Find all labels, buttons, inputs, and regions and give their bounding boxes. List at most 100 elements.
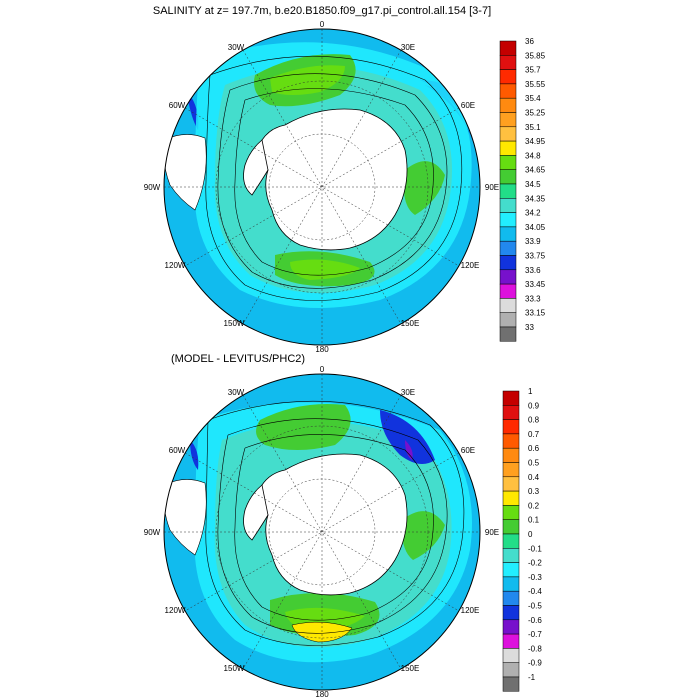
map2-lon-120w: 120W — [165, 606, 186, 615]
map1-colorbar-swatch-5 — [499, 112, 517, 128]
map1-colorbar-label-2: 35.7 — [525, 66, 541, 75]
map2-colorbar-swatch-16 — [502, 619, 520, 635]
map2-negative-patch — [380, 410, 435, 464]
map2-colorbar-label-1: 0.9 — [528, 401, 540, 410]
map2-colorbar-swatch-13 — [502, 576, 520, 592]
map2-colorbar-label-3: 0.7 — [528, 430, 540, 439]
map1-colorbar-label-4: 35.4 — [525, 94, 541, 103]
map1-lon-120w: 120W — [165, 261, 186, 270]
map1-colorbar-swatch-13 — [499, 226, 517, 242]
map1-colorbar-label-7: 34.95 — [525, 137, 546, 146]
map2-colorbar-label-0: 1 — [528, 387, 533, 396]
map2-colorbar-label-9: 0.1 — [528, 516, 540, 525]
map2-colorbar-label-16: -0.6 — [528, 616, 542, 625]
map1-polar-plot — [163, 28, 481, 346]
map1-colorbar-label-15: 33.75 — [525, 252, 546, 261]
map2-colorbar-label-15: -0.5 — [528, 602, 542, 611]
map2-lon-30e: 30E — [401, 388, 415, 397]
map2-lon-60e: 60E — [461, 446, 475, 455]
map2-colorbar-swatch-5 — [502, 462, 520, 478]
map2-colorbar-label-2: 0.8 — [528, 416, 540, 425]
map1-colorbar-label-12: 34.2 — [525, 209, 541, 218]
map1-colorbar-label-10: 34.5 — [525, 180, 541, 189]
map2-polar-plot — [163, 373, 481, 691]
map2-south-america — [164, 479, 207, 556]
map1-title: SALINITY at z= 197.7m, b.e20.B1850.f09_g… — [153, 5, 491, 17]
map1-lon-120e: 120E — [461, 261, 480, 270]
map2-colorbar: 1 0.9 0.8 0.7 0.6 0.5 0.4 0.3 0.2 0.1 0 -0.1 -0.2 -0.… — [502, 387, 542, 692]
map1-colorbar-label-8: 34.8 — [525, 151, 541, 160]
map1-south-america — [164, 134, 207, 211]
map2-colorbar-swatch-8 — [502, 505, 520, 520]
map1-lon-180: 180 — [315, 345, 329, 354]
map2-colorbar-label-20: -1 — [528, 673, 536, 682]
map1-colorbar-swatch-14 — [499, 240, 517, 256]
map2-colorbar-swatch-2 — [502, 419, 520, 435]
map1-colorbar-label-0: 36 — [525, 37, 534, 46]
map1-lon-0: 0 — [320, 20, 325, 29]
map1-lon-150w: 150W — [224, 319, 245, 328]
map2-lon-60w: 60W — [169, 446, 186, 455]
map2-lon-180: 180 — [315, 690, 329, 699]
map2-colorbar-swatch-6 — [502, 476, 520, 492]
map1-colorbar-label-11: 34.35 — [525, 194, 546, 203]
map2-colorbar-label-10: 0 — [528, 530, 533, 539]
map2-colorbar-label-14: -0.4 — [528, 587, 542, 596]
map1-colorbar-swatch-9 — [499, 169, 517, 185]
map2-colorbar-label-4: 0.6 — [528, 444, 540, 453]
map1-colorbar-swatch-12 — [499, 212, 517, 228]
map1-colorbar-label-17: 33.45 — [525, 280, 546, 289]
map2-colorbar-swatch-18 — [502, 648, 520, 663]
map2-colorbar-swatch-20 — [502, 676, 520, 692]
map2-colorbar-swatch-14 — [502, 590, 520, 606]
map1-colorbar-label-19: 33.15 — [525, 309, 546, 318]
map2-colorbar-swatch-11 — [502, 548, 520, 563]
map2-colorbar-label-5: 0.5 — [528, 459, 540, 468]
map1-lon-60w: 60W — [169, 101, 186, 110]
map2-title: (MODEL - LEVITUS/PHC2) — [171, 353, 305, 365]
map2-colorbar-swatch-1 — [502, 405, 520, 420]
map1-colorbar-label-3: 35.55 — [525, 80, 546, 89]
map2-colorbar-swatch-19 — [502, 662, 520, 678]
map1-lon-90w: 90W — [144, 183, 161, 192]
map1-colorbar-label-20: 33 — [525, 323, 534, 332]
map1-colorbar-label-13: 34.05 — [525, 223, 546, 232]
map1-colorbar-swatch-17 — [499, 283, 517, 299]
map1-colorbar-swatch-19 — [499, 312, 517, 328]
map2-lon-labels: 0 30E 60E 90E 120E 150E 180 150W 120W 90… — [144, 365, 499, 699]
map1-lon-labels: 0 30E 60E 90E 120E 150E 180 150W 120W 90… — [144, 20, 499, 354]
map1-lon-60e: 60E — [461, 101, 475, 110]
map1-colorbar: 36 35.85 35.7 35.55 35.4 35.25 35.1 34.95 34.8 34… — [499, 37, 546, 342]
map1-colorbar-swatch-6 — [499, 126, 517, 142]
map1-peninsula — [243, 139, 269, 196]
map1-lon-150e: 150E — [401, 319, 420, 328]
map2-colorbar-label-8: 0.2 — [528, 501, 540, 510]
map2-colorbar-swatch-15 — [502, 605, 520, 621]
map1-colorbar-swatch-8 — [499, 155, 517, 170]
map2-lon-30w: 30W — [228, 388, 245, 397]
map2-lon-150w: 150W — [224, 664, 245, 673]
map1-colorbar-swatch-20 — [499, 326, 517, 342]
map2-lon-0: 0 — [320, 365, 325, 374]
map2-colorbar-swatch-17 — [502, 633, 520, 649]
map1-colorbar-label-5: 35.25 — [525, 109, 546, 118]
map2-colorbar-swatch-12 — [502, 562, 520, 578]
map2-colorbar-label-19: -0.9 — [528, 659, 542, 668]
map1-colorbar-swatch-3 — [499, 83, 517, 99]
map1-colorbar-swatch-16 — [499, 269, 517, 285]
map2-lon-150e: 150E — [401, 664, 420, 673]
map1-colorbar-label-9: 34.65 — [525, 166, 546, 175]
map1-colorbar-swatch-7 — [499, 140, 517, 156]
map2-colorbar-swatch-4 — [502, 447, 520, 463]
map2-lon-90w: 90W — [144, 528, 161, 537]
map1-lon-30e: 30E — [401, 43, 415, 52]
map2-colorbar-label-7: 0.3 — [528, 487, 540, 496]
map1-lon-90e: 90E — [485, 183, 499, 192]
map2-colorbar-label-18: -0.8 — [528, 644, 542, 653]
map2-colorbar-swatch-0 — [502, 390, 520, 406]
map2-colorbar-label-17: -0.7 — [528, 630, 542, 639]
map2-colorbar-label-12: -0.2 — [528, 559, 542, 568]
map2-colorbar-swatch-7 — [502, 490, 520, 506]
map1-colorbar-swatch-18 — [499, 298, 517, 313]
